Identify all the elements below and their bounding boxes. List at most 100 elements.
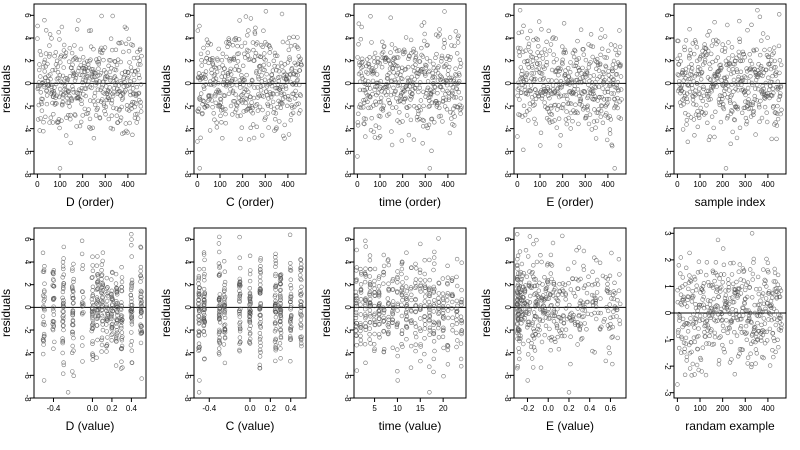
data-point (523, 48, 528, 53)
data-point (197, 314, 202, 319)
data-point (528, 344, 534, 350)
data-point (719, 65, 724, 71)
data-point (598, 296, 603, 301)
y-tick-label: -2 (183, 326, 192, 334)
data-point (248, 295, 253, 300)
data-point (750, 271, 756, 277)
data-point (701, 86, 706, 92)
data-point (89, 71, 95, 77)
data-point (689, 373, 694, 378)
x-tick-label: 400 (281, 180, 295, 189)
x-tick-label: 300 (99, 180, 113, 189)
data-point (527, 300, 533, 305)
data-point (602, 77, 607, 83)
data-point (380, 39, 385, 44)
data-point (693, 102, 699, 108)
data-point (251, 47, 256, 53)
data-point (365, 99, 370, 105)
data-point (774, 294, 780, 300)
data-point (725, 330, 730, 336)
data-point (576, 312, 582, 318)
data-point (291, 34, 296, 40)
data-point (56, 117, 62, 122)
data-point (571, 54, 577, 60)
data-point (584, 299, 590, 305)
data-point (391, 85, 396, 91)
data-point (611, 58, 617, 64)
data-point (436, 335, 442, 340)
x-tick-label: 0.0 (244, 404, 256, 413)
plot-frame (673, 3, 787, 175)
data-point (766, 291, 772, 296)
data-point (425, 79, 431, 84)
data-point (440, 297, 446, 302)
data-point (52, 67, 58, 73)
data-point (277, 87, 283, 92)
data-point (89, 297, 95, 302)
data-point (774, 136, 779, 142)
data-point (367, 93, 372, 99)
data-point (720, 323, 726, 328)
data-point (119, 325, 124, 331)
data-point (237, 324, 243, 329)
data-point (604, 137, 610, 143)
data-point (675, 288, 680, 293)
data-point (569, 90, 574, 96)
data-point (266, 62, 271, 67)
data-point (696, 115, 702, 121)
data-point (67, 45, 73, 51)
data-point (399, 292, 404, 297)
data-point (266, 125, 271, 130)
data-point (731, 89, 736, 94)
data-point (100, 327, 106, 333)
y-axis-title: residuals (319, 65, 333, 113)
data-point (35, 36, 40, 41)
data-point (377, 134, 383, 139)
y-tick-label: -2 (663, 102, 672, 110)
data-point (208, 42, 214, 47)
data-point (721, 262, 727, 267)
data-point (676, 73, 681, 78)
data-point (682, 44, 687, 50)
data-point (109, 98, 115, 103)
data-point (100, 322, 105, 327)
data-point (215, 87, 221, 93)
plot-frame (193, 3, 307, 175)
data-point (427, 277, 432, 283)
data-point (587, 78, 592, 84)
data-point (196, 308, 202, 313)
data-point (115, 319, 120, 324)
data-point (237, 347, 242, 353)
data-point (216, 312, 222, 317)
data-point (762, 277, 767, 283)
y-axis-title: residuals (479, 65, 493, 113)
data-point (774, 123, 780, 128)
data-point (728, 318, 734, 324)
data-point (413, 54, 419, 60)
data-point (128, 343, 134, 348)
data-point (690, 361, 695, 367)
y-tick-label: -4 (503, 125, 512, 133)
data-point (709, 307, 715, 312)
data-point (281, 133, 286, 139)
data-point (235, 59, 241, 64)
data-point (566, 74, 572, 80)
data-point (519, 276, 524, 282)
data-point (86, 65, 92, 71)
data-point (221, 93, 227, 98)
data-point (549, 276, 554, 282)
data-point (756, 291, 761, 297)
data-point (602, 34, 608, 39)
data-point (735, 87, 741, 93)
data-point (778, 83, 784, 89)
data-point (738, 291, 744, 296)
data-point (70, 266, 75, 271)
data-point (525, 322, 530, 328)
data-point (679, 302, 684, 308)
data-point (540, 282, 545, 287)
data-point (540, 93, 545, 99)
data-point (390, 345, 395, 350)
data-point (406, 64, 411, 70)
data-point (675, 72, 680, 77)
